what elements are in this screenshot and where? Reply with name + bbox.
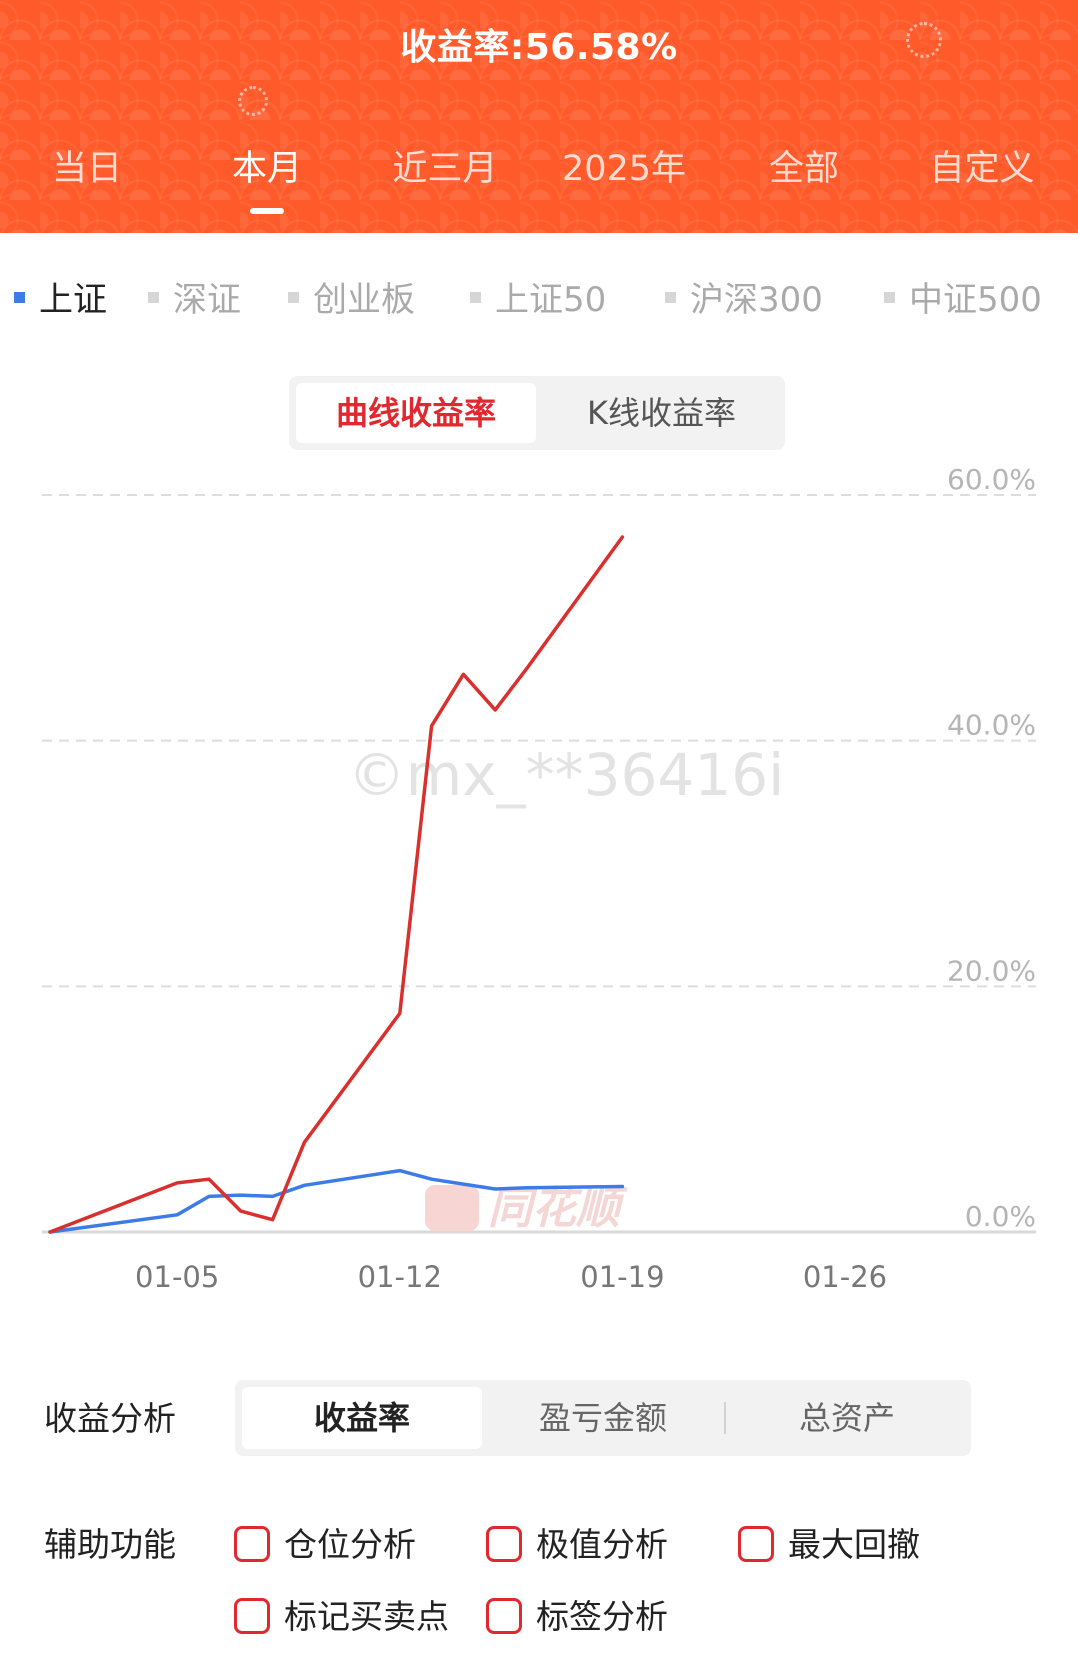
checkbox-label: 标签分析 [536,1597,668,1636]
y-tick-label: 20.0% [947,954,1036,987]
series-line [48,535,625,1234]
index-label: 沪深300 [690,280,823,320]
checkbox-icon[interactable] [738,1525,774,1562]
legend-square-icon [665,292,676,303]
active-tab-indicator [250,208,284,214]
checkbox-max-drawdown[interactable]: 最大回撤 [738,1518,920,1566]
tab-today[interactable]: 当日 [51,149,123,189]
legend-square-icon [148,292,159,303]
index-tab-shanghai[interactable]: 上证 [14,272,107,321]
tab-year-2025[interactable]: 2025年 [561,149,687,189]
analysis-label: 收益分析 [44,1399,176,1438]
index-tab-csi500[interactable]: 中证500 [884,272,1042,321]
checkbox-icon[interactable] [234,1597,270,1634]
legend-square-icon [470,292,481,303]
curve-return-button[interactable]: 曲线收益率 [296,383,536,443]
header-banner: 收益率:56.58% 当日 本月 近三月 2025年 全部 自定义 [0,0,1078,233]
checkbox-icon[interactable] [486,1597,522,1634]
index-label: 深证 [173,280,241,320]
legend-square-icon [884,292,895,303]
checkbox-label: 极值分析 [536,1525,668,1564]
index-label: 上证50 [495,280,607,320]
y-tick-label: 60.0% [947,463,1036,496]
chart-series [48,535,625,1234]
checkbox-label: 仓位分析 [284,1525,416,1564]
x-tick-label: 01-26 [803,1260,887,1294]
loading-spinner-icon [906,22,942,58]
user-watermark: ©mx_**36416i [348,741,784,809]
checkbox-icon[interactable] [486,1525,522,1562]
index-tab-chinext[interactable]: 创业板 [288,272,415,321]
checkbox-extremum-analysis[interactable]: 极值分析 [486,1518,668,1566]
checkbox-label: 标记买卖点 [284,1597,449,1636]
x-axis-ticks: 01-05 01-12 01-19 01-26 [135,1260,887,1294]
y-tick-label: 40.0% [947,709,1036,742]
checkbox-icon[interactable] [234,1525,270,1562]
x-tick-label: 01-12 [358,1260,442,1294]
segment-profit-amount[interactable]: 盈亏金额 [538,1399,667,1437]
series-line [48,1168,625,1234]
analysis-segment: 收益率 盈亏金额 总资产 [235,1380,971,1456]
index-label: 中证500 [909,280,1042,320]
tab-three-months[interactable]: 近三月 [392,149,498,189]
segment-total-assets[interactable]: 总资产 [798,1399,895,1437]
checkbox-position-analysis[interactable]: 仓位分析 [234,1518,416,1566]
tab-all[interactable]: 全部 [768,149,840,189]
brand-watermark-text: 同花顺 [488,1183,628,1234]
chart-grid: 0.0% 20.0% 40.0% 60.0% [42,463,1036,1234]
index-compare-row: 上证 深证 创业板 上证50 沪深300 中证500 [0,272,1078,322]
checkbox-label: 最大回撤 [788,1525,920,1564]
chart-mode-toggle: 曲线收益率 K线收益率 [289,376,785,450]
index-label: 上证 [39,280,107,320]
period-tabs: 当日 本月 近三月 2025年 全部 自定义 [0,140,1078,200]
aux-functions-label: 辅助功能 [44,1525,176,1564]
return-chart[interactable]: 0.0% 20.0% 40.0% 60.0% 同花顺 ©mx_**36416i 01-… [0,455,1078,1295]
legend-square-icon [288,292,299,303]
x-tick-label: 01-05 [135,1260,219,1294]
segment-divider [724,1402,726,1434]
y-tick-label: 0.0% [965,1200,1036,1233]
index-tab-csi300[interactable]: 沪深300 [665,272,823,321]
tab-this-month[interactable]: 本月 [231,149,303,189]
tab-custom[interactable]: 自定义 [929,149,1035,189]
index-tab-shenzhen[interactable]: 深证 [148,272,241,321]
brand-watermark: 同花顺 [425,1183,628,1234]
return-rate-title: 收益率:56.58% [400,27,678,68]
index-label: 创业板 [313,280,415,320]
kline-return-button[interactable]: K线收益率 [587,394,736,432]
checkbox-mark-trades[interactable]: 标记买卖点 [234,1590,449,1638]
index-tab-sse50[interactable]: 上证50 [470,272,606,321]
checkbox-tag-analysis[interactable]: 标签分析 [486,1590,668,1638]
x-tick-label: 01-19 [580,1260,664,1294]
legend-square-icon [14,292,25,303]
segment-return-rate[interactable]: 收益率 [242,1387,482,1449]
loading-spinner-icon [238,86,268,116]
